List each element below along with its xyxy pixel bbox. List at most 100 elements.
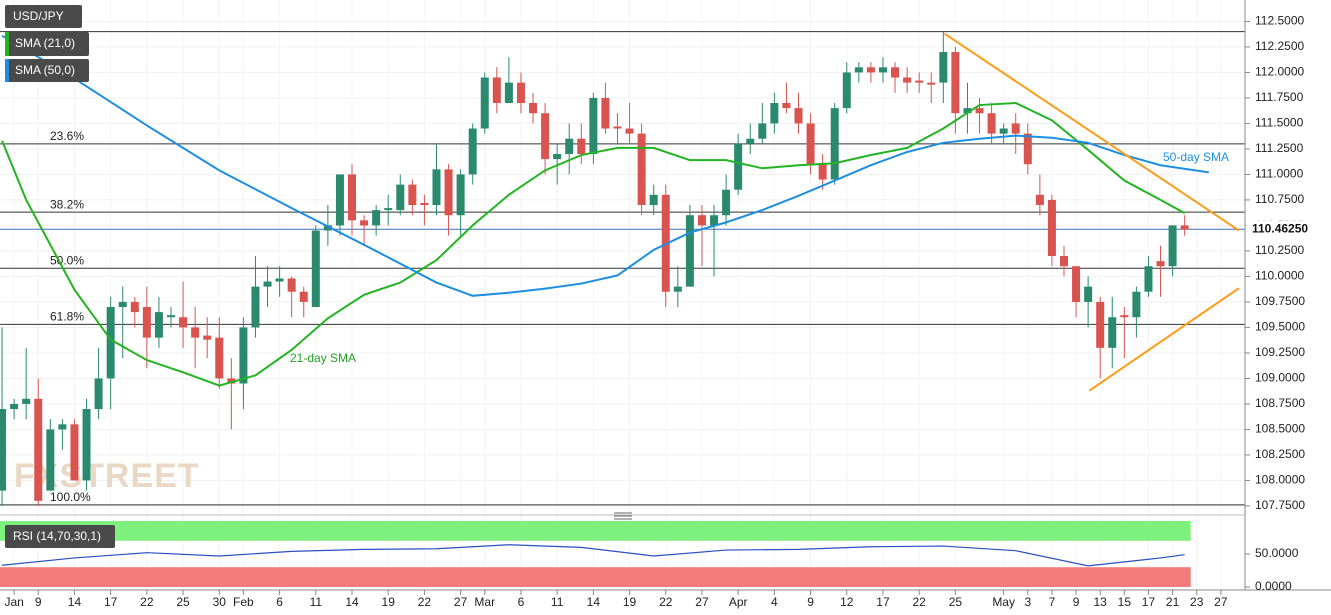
trendline (1088, 287, 1240, 392)
x-tick-label: 27 (1214, 595, 1228, 609)
candle-body (106, 307, 115, 379)
legend-box[interactable] (5, 32, 89, 56)
x-tick-label: May (992, 595, 1015, 609)
legend-box[interactable] (5, 5, 82, 28)
y-tick-label: 109.7500 (1255, 294, 1305, 308)
x-tick-label: 27 (695, 595, 709, 609)
candle-body (46, 429, 55, 491)
candle-body (1144, 266, 1153, 292)
candle-body (311, 230, 320, 308)
candle-body (1011, 123, 1020, 134)
candle-body (203, 335, 212, 340)
candle-body (299, 291, 308, 302)
x-tick-label: 23 (1190, 595, 1204, 609)
x-tick-label: 4 (771, 595, 778, 609)
x-tick-label: 30 (213, 595, 227, 609)
y-tick-label: 112.5000 (1255, 14, 1304, 28)
sma-line (1, 102, 1186, 387)
candle-body (432, 169, 441, 206)
candle-body (22, 398, 31, 404)
legend-box[interactable] (5, 525, 115, 548)
x-tick-label: 19 (623, 595, 637, 609)
candle-body (697, 215, 706, 226)
x-tick-label: 6 (276, 595, 283, 609)
candle-body (927, 82, 936, 85)
x-tick-label: 17 (104, 595, 118, 609)
y-tick-label: 109.0000 (1255, 371, 1305, 385)
candle-body (34, 398, 43, 501)
candle-body (1168, 225, 1177, 267)
candle-body (287, 278, 296, 292)
candle-body (263, 281, 272, 287)
candle-body (384, 208, 393, 211)
candle-body (1132, 291, 1141, 318)
y-tick-label: 108.7500 (1255, 396, 1305, 410)
candle-body (130, 301, 139, 313)
candle-body (565, 138, 574, 155)
rsi-line (1, 544, 1185, 567)
candle-body (1156, 261, 1165, 267)
candle-body (408, 184, 417, 206)
candle-body (1072, 266, 1081, 302)
x-tick-label: 11 (551, 595, 564, 609)
legend-entry: SMA (21,0) (15, 36, 75, 50)
x-tick-label: 14 (587, 595, 601, 609)
candle-body (444, 169, 453, 216)
x-tick-label: 3 (1024, 595, 1031, 609)
candle-body (625, 128, 634, 134)
x-tick-label: 22 (659, 595, 673, 609)
candle-body (118, 301, 127, 308)
candle-body (179, 317, 188, 328)
candle-body (492, 77, 501, 104)
candle-body (154, 312, 163, 338)
candle-body (1180, 225, 1189, 230)
candle-body (673, 286, 682, 292)
candle-body (541, 113, 550, 160)
legend-entry: SMA (50,0) (15, 63, 75, 77)
y-tick-label: 111.0000 (1255, 167, 1304, 181)
candle-body (468, 128, 477, 175)
candle-body (70, 424, 79, 481)
candle-body (770, 103, 779, 124)
y-tick-label: 108.5000 (1255, 422, 1305, 436)
candle-body (915, 80, 924, 83)
fib-label: 50.0% (50, 253, 84, 267)
candle-body (975, 108, 984, 114)
candle-body (166, 315, 175, 318)
candle-body (456, 174, 465, 216)
candle-body (722, 189, 731, 216)
y-tick-label: 111.7500 (1255, 90, 1304, 104)
divider-handle[interactable] (614, 512, 632, 520)
rsi-oversold-band (0, 567, 1191, 587)
candle-body (613, 126, 622, 129)
x-tick-label: 15 (1118, 595, 1132, 609)
candle-body (10, 403, 19, 410)
candle-body (878, 67, 887, 73)
annotation: 50-day SMA (1163, 150, 1229, 164)
legend-swatch (5, 32, 9, 56)
x-tick-label: 22 (418, 595, 432, 609)
candle-body (589, 97, 598, 155)
trendline (943, 32, 1240, 232)
candle-body (1084, 286, 1093, 302)
x-tick-label: 14 (345, 595, 359, 609)
candle-body (854, 67, 863, 73)
candle-body (372, 210, 381, 226)
x-tick-label: 17 (876, 595, 890, 609)
candle-body (866, 67, 875, 73)
candle-body (734, 143, 743, 190)
candle-body (335, 174, 344, 226)
legend-box[interactable] (5, 59, 89, 82)
candle-body (951, 52, 960, 114)
candle-body (601, 97, 610, 129)
annotation: 21-day SMA (290, 351, 356, 365)
candle-body (420, 202, 429, 206)
y-tick-label: 109.2500 (1255, 345, 1305, 359)
last-price-label: 110.46250 (1252, 221, 1308, 235)
candle-body (782, 103, 791, 109)
candle-body (746, 138, 755, 144)
candle-body (191, 327, 200, 338)
x-tick-label: 17 (1142, 595, 1156, 609)
x-tick-label: Feb (233, 595, 254, 609)
y-tick-label: 112.2500 (1255, 39, 1304, 53)
